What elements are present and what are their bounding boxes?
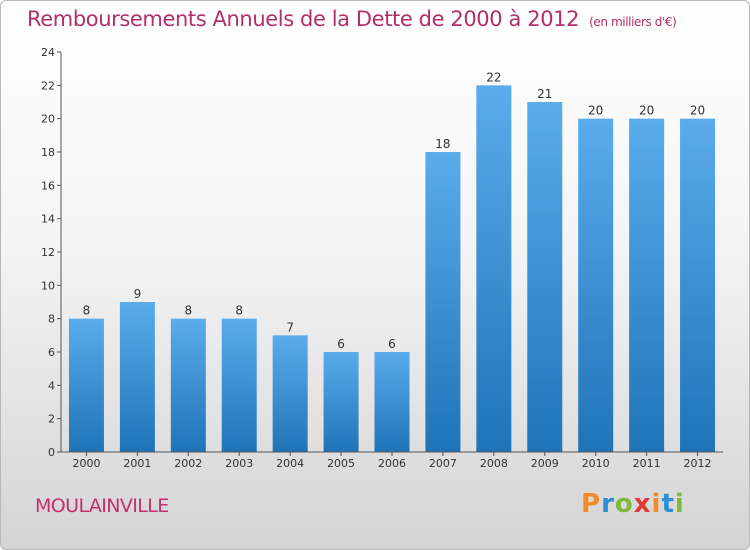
y-tick-label: 22 [41, 79, 55, 92]
bar [68, 318, 104, 452]
x-tick-label: 2008 [480, 457, 508, 470]
bar [527, 102, 563, 452]
x-tick-label: 2007 [429, 457, 457, 470]
bar [425, 152, 461, 452]
chart-title-text: Remboursements Annuels de la Dette de 20… [27, 7, 580, 31]
x-tick-label: 2009 [531, 457, 559, 470]
y-tick-label: 18 [41, 146, 55, 159]
logo-letter: i [674, 489, 685, 519]
y-tick-label: 6 [48, 346, 55, 359]
bar [323, 352, 359, 452]
bar [680, 118, 716, 453]
y-tick-label: 0 [48, 446, 55, 459]
data-label: 7 [286, 320, 294, 334]
x-tick-label: 2012 [684, 457, 712, 470]
data-label: 18 [435, 137, 450, 151]
data-label: 20 [588, 104, 603, 118]
data-label: 8 [235, 304, 243, 318]
x-tick-label: 2010 [582, 457, 610, 470]
bar [374, 352, 410, 452]
x-tick-label: 2006 [378, 457, 406, 470]
bar [629, 118, 665, 453]
logo-letter: P [581, 489, 602, 519]
x-tick-label: 2005 [327, 457, 355, 470]
y-tick-label: 2 [48, 413, 55, 426]
proxiti-logo[interactable]: Proxiti [581, 489, 685, 519]
data-label: 9 [134, 287, 142, 301]
logo-letter: o [614, 489, 634, 519]
chart-unit: (en milliers d'€) [589, 15, 677, 29]
data-label: 6 [337, 337, 345, 351]
bar [170, 318, 206, 452]
x-tick-label: 2003 [225, 457, 253, 470]
data-label: 22 [486, 70, 501, 84]
x-tick-label: 2011 [633, 457, 661, 470]
data-label: 8 [83, 304, 91, 318]
y-tick-label: 14 [41, 213, 55, 226]
bar [119, 302, 155, 452]
y-tick-label: 12 [41, 246, 55, 259]
logo-letter: i [651, 489, 662, 519]
bars-group: 8 9 8 8 7 6 6 18 22 21 20 20 20 [68, 70, 716, 453]
y-tick-label: 10 [41, 279, 55, 292]
data-label: 21 [537, 87, 552, 101]
data-label: 20 [639, 104, 654, 118]
town-name: MOULAINVILLE [35, 495, 169, 517]
logo-letter: x [633, 489, 652, 519]
data-label: 6 [388, 337, 396, 351]
y-tick-label: 24 [41, 46, 55, 59]
chart-title: Remboursements Annuels de la Dette de 20… [27, 7, 677, 31]
logo-letter: t [661, 489, 675, 519]
x-tick-label: 2004 [276, 457, 304, 470]
y-tick-label: 16 [41, 179, 55, 192]
bar [476, 85, 512, 452]
y-tick-label: 4 [48, 379, 55, 392]
y-tick-label: 20 [41, 113, 55, 126]
x-tick-label: 2002 [174, 457, 202, 470]
data-label: 20 [690, 104, 705, 118]
x-tick-label: 2001 [123, 457, 151, 470]
y-tick-label: 8 [48, 313, 55, 326]
bar [272, 335, 308, 452]
logo-letter: r [601, 489, 615, 519]
data-label: 8 [184, 304, 192, 318]
bar [221, 318, 257, 452]
bar [578, 118, 614, 453]
x-tick-label: 2000 [72, 457, 100, 470]
